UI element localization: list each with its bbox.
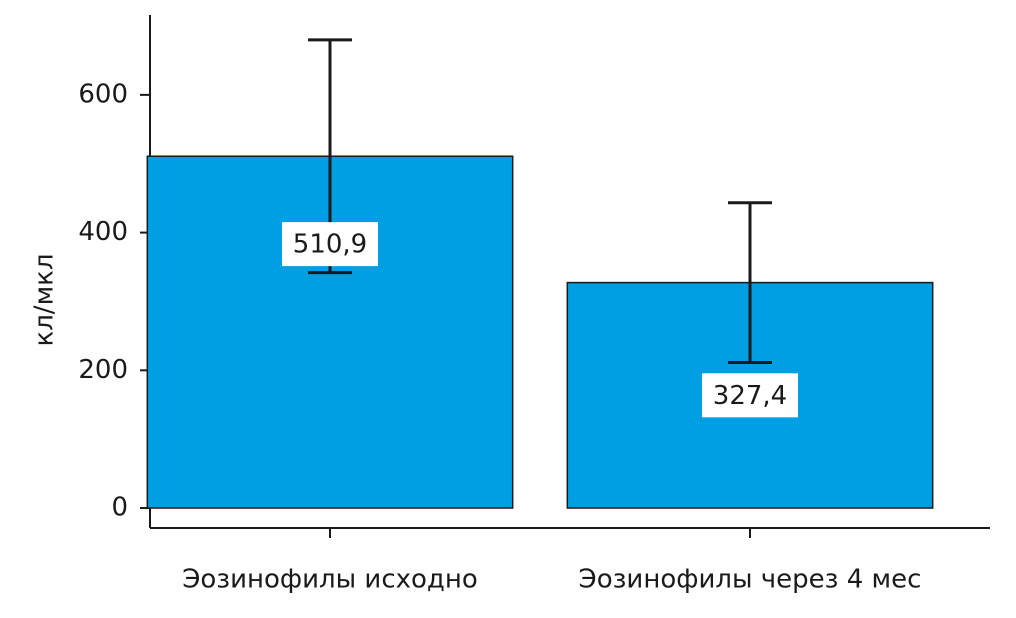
x-tick-label: Эозинофилы исходно [182,565,478,595]
y-axis-label: кл/мкл [30,253,60,346]
value-label-box [282,222,378,267]
y-tick-label: 600 [78,79,128,109]
value-label: 510,9 [293,230,367,260]
y-tick-label: 200 [78,355,128,385]
y-tick-label: 0 [111,493,128,523]
y-tick-label: 400 [78,217,128,247]
value-label: 327,4 [713,381,787,411]
value-label-box [702,373,798,418]
x-tick-label: Эозинофилы через 4 мес [579,565,922,595]
error-bar [728,201,772,364]
